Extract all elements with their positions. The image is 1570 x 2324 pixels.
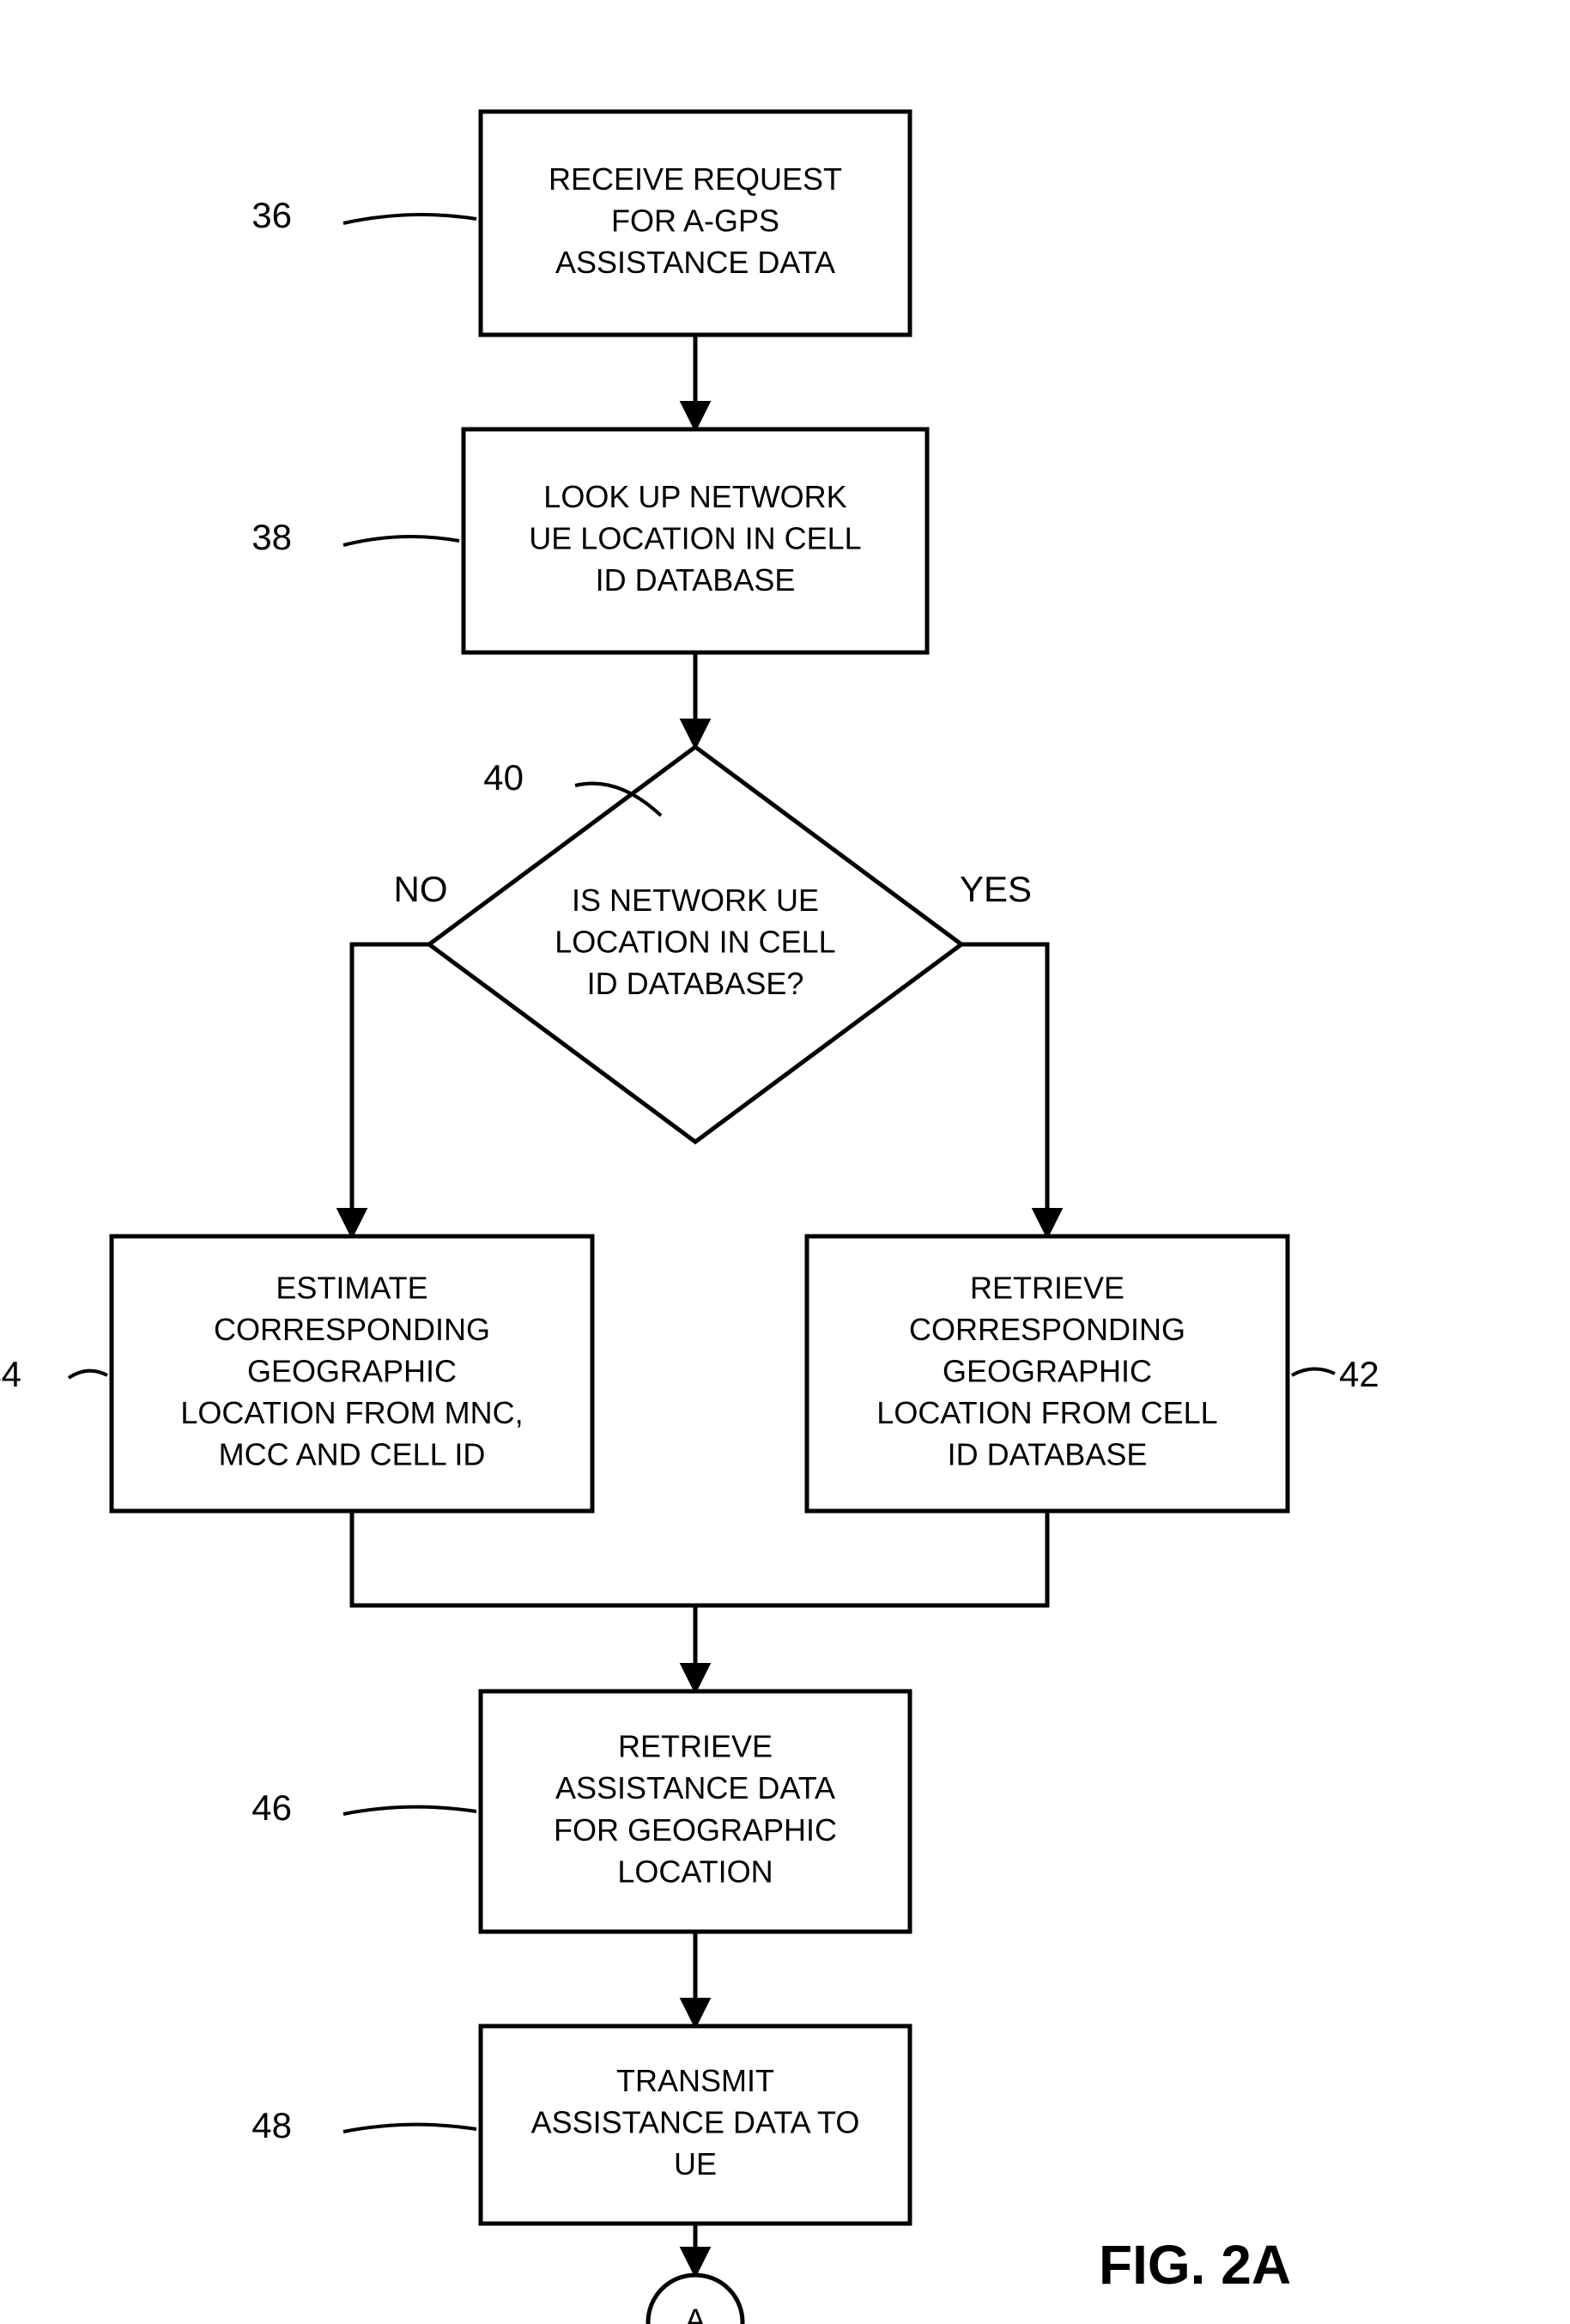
node-nA: A (648, 2275, 743, 2324)
ref-leader (343, 537, 459, 545)
node-n48: TRANSMIT ASSISTANCE DATA TO UE 48 (252, 2026, 910, 2224)
node-text-line: TRANSMIT (616, 2063, 774, 2098)
ref-number: 40 (483, 757, 524, 798)
node-text-line: RETRIEVE (618, 1729, 773, 1764)
ref-leader (69, 1371, 107, 1378)
node-text-line: UE (674, 2146, 717, 2181)
flowchart-diagram: NO YES RECEIVE REQUEST FOR A-GPS ASSISTANCE … (0, 0, 1570, 2324)
node-text-line: GEOGRAPHIC (943, 1354, 1152, 1389)
ref-number: 42 (1339, 1354, 1379, 1394)
ref-number: 48 (252, 2105, 292, 2145)
ref-number: 38 (252, 517, 292, 557)
node-n46: RETRIEVE ASSISTANCE DATA FOR GEOGRAPHIC LOC… (252, 1691, 910, 1932)
ref-number: 44 (0, 1354, 21, 1394)
ref-number: 36 (252, 195, 292, 235)
ref-number: 46 (252, 1787, 292, 1828)
node-text-line: ID DATABASE (596, 562, 796, 598)
edge-e3_yes (961, 944, 1047, 1236)
node-text-line: IS NETWORK UE (572, 883, 819, 918)
nodes-layer: RECEIVE REQUEST FOR A-GPS ASSISTANCE DATA 3… (0, 112, 1379, 2324)
node-text-line: ESTIMATE (276, 1270, 427, 1305)
node-text-line: CORRESPONDING (214, 1312, 490, 1347)
edge-e3_no (352, 944, 429, 1236)
ref-leader (343, 215, 476, 223)
node-text-line: FOR GEOGRAPHIC (554, 1812, 837, 1848)
node-text-line: ASSISTANCE DATA TO (531, 2105, 860, 2140)
edge-e_merge_left (352, 1511, 695, 1605)
node-text-line: A (685, 2303, 706, 2324)
ref-leader (343, 2125, 476, 2132)
node-text-line: LOCATION FROM CELL (876, 1395, 1217, 1430)
node-text-line: MCC AND CELL ID (219, 1437, 486, 1472)
ref-leader (1292, 1368, 1335, 1375)
node-n36: RECEIVE REQUEST FOR A-GPS ASSISTANCE DATA 3… (252, 112, 910, 335)
node-text-line: GEOGRAPHIC (247, 1354, 457, 1389)
node-text-line: ASSISTANCE DATA (555, 1770, 835, 1805)
edge-label-e3_no: NO (394, 869, 448, 909)
node-n42: RETRIEVE CORRESPONDING GEOGRAPHIC LOCATION … (807, 1236, 1379, 1511)
node-n38: LOOK UP NETWORK UE LOCATION IN CELL ID DAT… (252, 429, 927, 652)
edge-e_merge_right (695, 1511, 1047, 1605)
node-n44: ESTIMATE CORRESPONDING GEOGRAPHIC LOCATION … (0, 1236, 592, 1511)
node-text-line: ID DATABASE? (587, 966, 804, 1001)
node-text-line: ID DATABASE (948, 1437, 1148, 1472)
node-text-line: LOCATION (617, 1854, 773, 1889)
node-text-line: ASSISTANCE DATA (555, 245, 835, 280)
node-text-line: LOCATION FROM MNC, (180, 1395, 523, 1430)
node-n40: IS NETWORK UE LOCATION IN CELL ID DATABASE… (429, 747, 961, 1142)
node-text-line: LOCATION IN CELL (555, 925, 835, 960)
node-text-line: LOOK UP NETWORK (543, 479, 846, 514)
node-text-line: RECEIVE REQUEST (549, 161, 842, 197)
ref-leader (343, 1807, 476, 1814)
figure-label: FIG. 2A (1099, 2234, 1291, 2296)
node-text-line: CORRESPONDING (909, 1312, 1185, 1347)
node-text-line: UE LOCATION IN CELL (529, 521, 861, 556)
node-text-line: RETRIEVE (970, 1270, 1124, 1305)
edge-label-e3_yes: YES (960, 869, 1032, 909)
node-text-line: FOR A-GPS (611, 203, 779, 239)
